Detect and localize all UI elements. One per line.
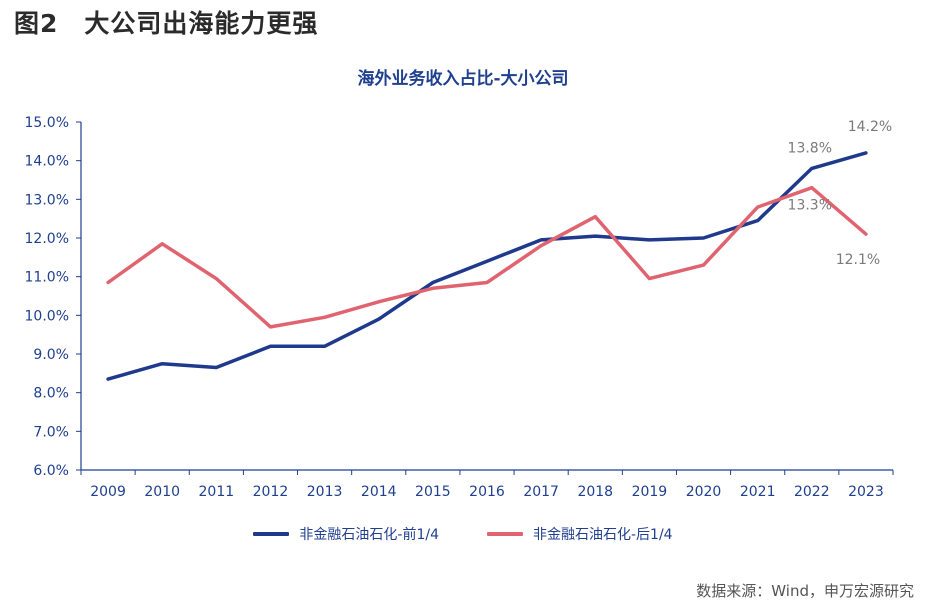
x-tick-label: 2016 (469, 484, 505, 500)
y-tick-label: 14.0% (25, 154, 69, 170)
y-tick-label: 9.0% (33, 347, 69, 363)
x-tick-label: 2019 (632, 484, 668, 500)
data-label: 12.1% (836, 252, 880, 268)
x-tick-label: 2010 (144, 484, 180, 500)
legend-item-top-quartile: 非金融石油石化-前1/4 (253, 524, 439, 544)
data-label: 13.8% (788, 140, 832, 156)
y-tick-label: 11.0% (25, 270, 69, 286)
y-tick-label: 13.0% (25, 192, 69, 208)
chart-title: 海外业务收入占比-大小公司 (357, 69, 569, 89)
chart-axes (76, 121, 894, 475)
data-labels: 13.8% 14.2% 13.3% 12.1% (788, 119, 893, 268)
x-tick-label: 2021 (740, 484, 776, 500)
legend-label-top-quartile: 非金融石油石化-前1/4 (299, 527, 439, 543)
figure-number: 图2 (14, 9, 59, 38)
x-tick-label: 2014 (361, 484, 397, 500)
y-tick-label: 6.0% (33, 463, 69, 479)
series-lines (106, 151, 868, 381)
x-tick-label: 2017 (523, 484, 559, 500)
x-tick-label: 2013 (307, 484, 343, 500)
y-axis-tick-labels: 6.0% 7.0% 8.0% 9.0% 10.0% 11.0% 12.0% 13.0% 14.0… (25, 115, 69, 479)
data-label: 13.3% (788, 198, 832, 214)
x-tick-label: 2023 (848, 484, 884, 500)
y-tick-label: 8.0% (33, 386, 69, 402)
figure-heading: 图2 大公司出海能力更强 (14, 4, 318, 40)
data-source-note: 数据来源：Wind，申万宏源研究 (696, 582, 914, 600)
data-label: 14.2% (848, 119, 892, 135)
series-line-0 (106, 151, 868, 381)
y-tick-label: 10.0% (25, 308, 69, 324)
y-tick-label: 12.0% (25, 231, 69, 247)
legend-swatch-top-quartile (253, 532, 290, 536)
legend-item-bottom-quartile: 非金融石油石化-后1/4 (487, 524, 673, 544)
y-tick-label: 15.0% (25, 115, 69, 131)
legend-label-bottom-quartile: 非金融石油石化-后1/4 (533, 527, 673, 543)
y-tick-label: 7.0% (33, 424, 69, 440)
x-tick-label: 2015 (415, 484, 451, 500)
x-tick-label: 2011 (199, 484, 235, 500)
x-tick-label: 2012 (253, 484, 289, 500)
x-tick-label: 2020 (686, 484, 722, 500)
x-tick-label: 2018 (577, 484, 613, 500)
x-tick-label: 2009 (90, 484, 126, 500)
chart-legend: 非金融石油石化-前1/4 非金融石油石化-后1/4 (0, 524, 926, 544)
x-axis-tick-labels: 2009 2010 2011 2012 2013 2014 2015 2016 2017 2018… (90, 484, 884, 500)
x-tick-label: 2022 (794, 484, 830, 500)
legend-swatch-bottom-quartile (487, 532, 523, 536)
series-line-1 (106, 185, 868, 329)
figure-title: 大公司出海能力更强 (84, 9, 319, 38)
